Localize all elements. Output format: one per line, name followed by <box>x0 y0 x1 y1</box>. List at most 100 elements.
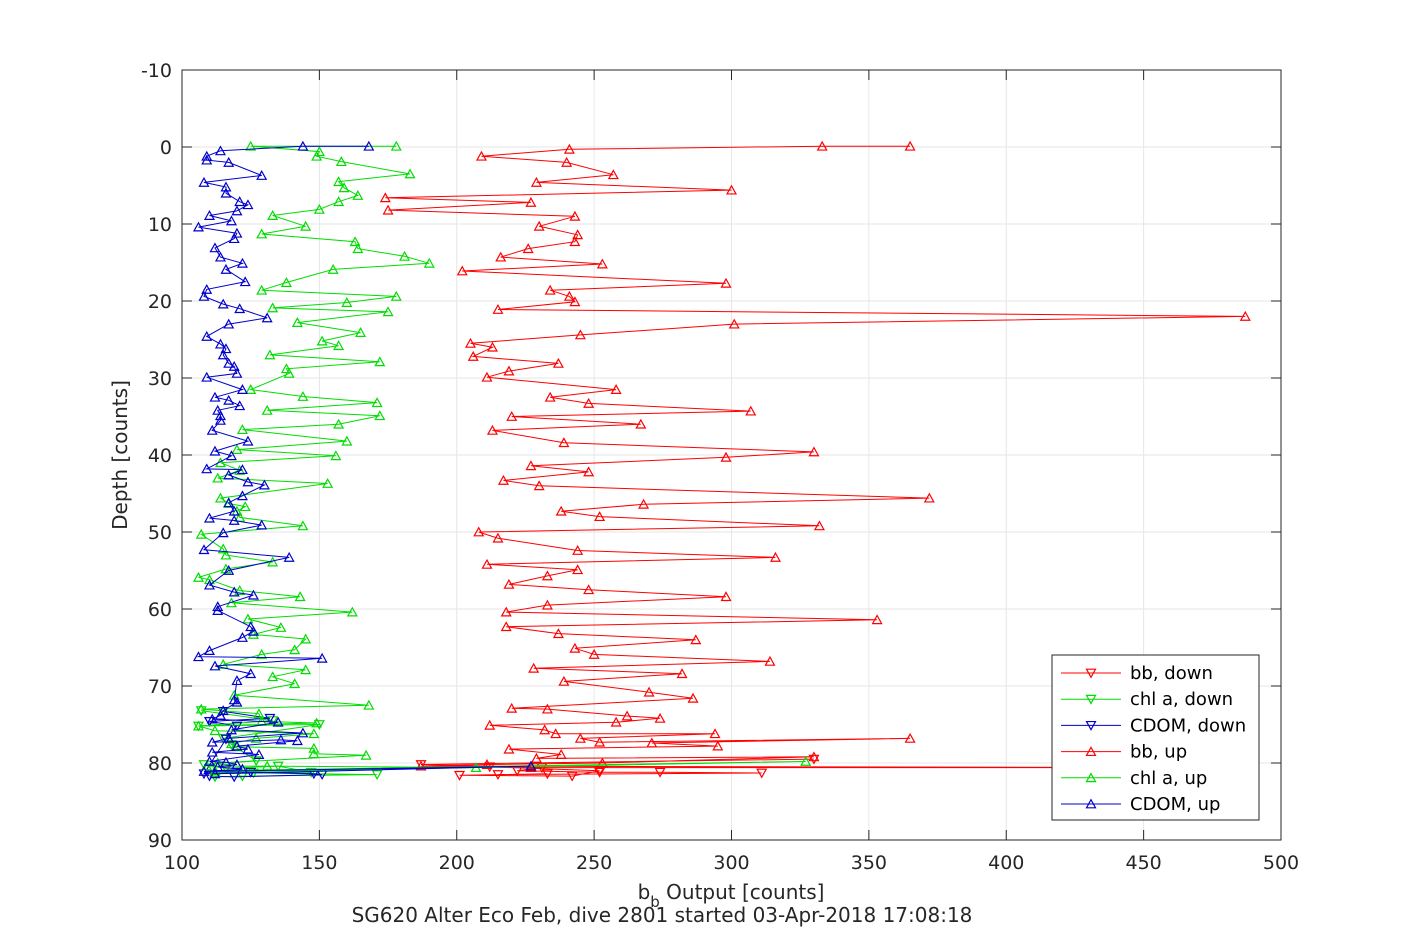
data-point-chl-a-up <box>341 297 353 307</box>
data-point-chl-a-up <box>313 203 325 214</box>
y-tick-label: 70 <box>148 676 172 698</box>
series-bb-up <box>379 140 1251 773</box>
data-point-bb-up <box>503 743 515 754</box>
data-point-chl-a-up <box>374 356 386 367</box>
data-point-chl-a-up <box>217 543 229 554</box>
data-point-bb-up <box>533 220 545 231</box>
data-point-cdom-up <box>275 734 287 745</box>
data-point-cdom-up <box>234 303 246 314</box>
data-point-cdom-up <box>209 391 221 402</box>
data-point-cdom-up <box>214 145 226 156</box>
data-point-cdom-up <box>201 330 213 341</box>
data-point-chl-a-up <box>234 585 246 595</box>
data-point-bb-up <box>720 591 732 602</box>
data-point-chl-a-up <box>341 435 353 446</box>
data-point-cdom-up <box>223 469 235 480</box>
data-point-bb-up <box>500 606 512 617</box>
data-point-bb-up <box>481 759 493 769</box>
legend-entry-chl-a-up: chl a, up <box>1061 768 1207 789</box>
data-point-bb-up <box>769 551 781 562</box>
data-point-bb-up <box>572 229 584 240</box>
data-point-cdom-up <box>220 756 232 767</box>
data-point-cdom-up <box>291 735 303 746</box>
data-point-bb-up <box>709 728 721 739</box>
data-point-bb-up <box>813 520 825 531</box>
y-tick-label: 10 <box>148 214 172 236</box>
data-point-bb-up <box>764 655 776 666</box>
data-point-chl-a-up <box>261 760 273 771</box>
y-axis-label: Depth [counts] <box>108 380 132 530</box>
data-point-bb-up <box>379 192 391 203</box>
data-point-cdom-up <box>217 705 229 716</box>
legend-entry-chl-a-down: chl a, down <box>1061 689 1233 710</box>
x-axis-label: bb Output [counts] <box>638 880 825 911</box>
data-point-cdom-up <box>217 527 229 538</box>
data-point-cdom-up <box>192 221 205 232</box>
data-point-bb-up <box>456 265 468 276</box>
data-point-bb-up <box>552 357 564 368</box>
series-line-chl-a-down <box>198 710 378 778</box>
data-point-chl-a-up <box>283 367 295 378</box>
data-point-chl-a-up <box>256 228 268 239</box>
data-point-chl-a-up <box>327 263 339 274</box>
data-point-chl-a-up <box>349 236 361 247</box>
data-point-chl-a-up <box>335 156 347 167</box>
data-point-bb-up <box>583 584 595 595</box>
data-point-chl-a-up <box>300 664 312 675</box>
data-point-bb-up <box>475 150 487 161</box>
x-tick-label: 500 <box>1263 852 1299 874</box>
data-point-cdom-up <box>198 176 210 187</box>
data-point-bb-up <box>745 405 757 416</box>
data-point-bb-up <box>503 365 515 376</box>
data-point-bb-up <box>712 740 724 751</box>
series-line-bb-up <box>385 145 1246 769</box>
data-point-bb-down <box>541 769 553 780</box>
data-point-bb-up <box>607 169 619 180</box>
data-point-cdom-up <box>256 169 268 180</box>
x-axis-label-rest: Output [counts] <box>660 880 825 904</box>
data-point-chl-a-up <box>308 742 320 753</box>
data-point-bb-up <box>816 140 828 151</box>
data-point-chl-a-up <box>371 397 383 408</box>
data-point-bb-up <box>596 258 608 269</box>
data-point-cdom-up <box>245 668 257 679</box>
data-point-cdom-up <box>236 384 248 394</box>
data-point-chl-a-down <box>305 767 317 778</box>
data-point-bb-up <box>492 303 504 314</box>
data-point-chl-a-down <box>220 763 232 774</box>
data-point-cdom-up <box>209 768 221 779</box>
data-point-bb-down <box>566 771 578 782</box>
data-point-cdom-up <box>228 586 240 597</box>
data-point-chl-a-up <box>267 210 279 220</box>
data-point-bb-up <box>495 251 507 262</box>
series-layer <box>192 140 1251 783</box>
y-tick-label: 20 <box>148 291 172 313</box>
data-point-bb-up <box>569 642 581 653</box>
data-point-bb-up <box>473 526 485 537</box>
data-point-chl-a-down <box>217 733 229 744</box>
data-point-chl-a-up <box>250 732 262 743</box>
data-point-chl-a-up <box>399 250 411 261</box>
data-point-bb-up <box>610 384 622 394</box>
data-point-cdom-up <box>231 367 243 378</box>
data-point-cdom-up <box>228 514 240 525</box>
data-point-chl-a-up <box>382 306 394 317</box>
data-point-bb-up <box>558 675 570 686</box>
data-point-cdom-up <box>223 564 235 575</box>
data-point-bb-up <box>563 143 575 154</box>
data-point-cdom-up <box>206 746 218 757</box>
data-point-cdom-up <box>228 360 240 371</box>
y-tick-label: 60 <box>148 599 172 621</box>
data-point-cdom-up <box>220 263 232 274</box>
y-tick-label: 80 <box>148 753 172 775</box>
data-point-cdom-up <box>231 675 243 686</box>
data-point-bb-up <box>594 736 606 747</box>
data-point-cdom-up <box>201 371 213 382</box>
data-point-cdom-up <box>261 312 273 323</box>
data-point-chl-a-up <box>404 168 416 179</box>
data-point-bb-up <box>596 757 608 768</box>
data-point-cdom-up <box>242 743 254 754</box>
data-point-chl-a-up <box>308 728 320 739</box>
legend-label: chl a, down <box>1130 689 1233 710</box>
data-point-cdom-up <box>198 544 210 555</box>
